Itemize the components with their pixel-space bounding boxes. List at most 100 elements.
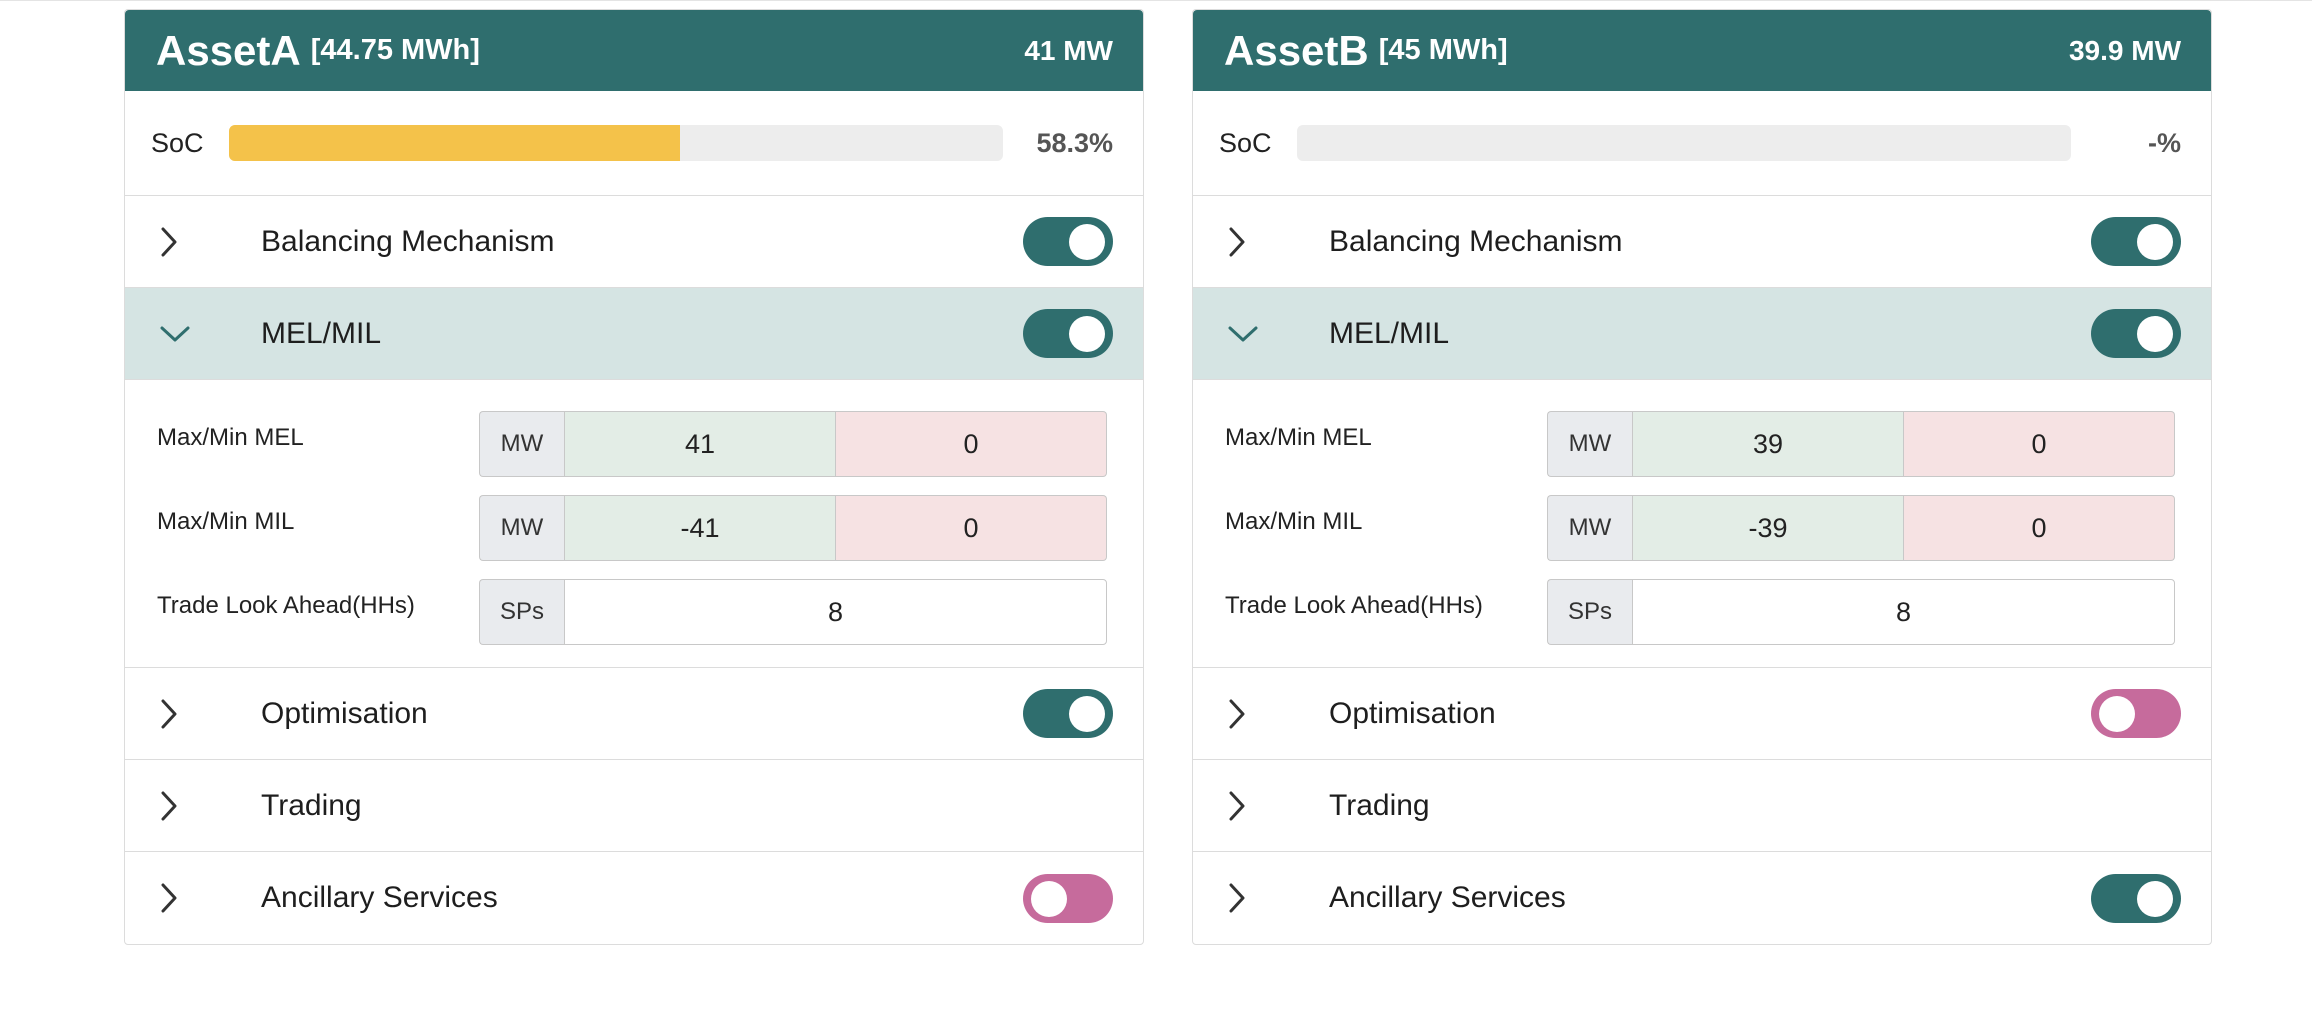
field-row-mel: Max/Min MEL MW 39 0: [1225, 411, 2179, 477]
section-trading[interactable]: Trading: [1193, 760, 2211, 852]
soc-value: -%: [2148, 127, 2181, 158]
chevron-right-icon: [159, 878, 211, 918]
trade-look-ahead-input[interactable]: 8: [564, 579, 1107, 645]
optimisation-toggle[interactable]: [2091, 689, 2181, 738]
toggle-knob: [2137, 224, 2173, 260]
optimisation-toggle[interactable]: [1023, 689, 1113, 738]
max-mel-input[interactable]: 41: [564, 411, 836, 477]
min-mel-input[interactable]: 0: [836, 411, 1107, 477]
balancing-mechanism-toggle[interactable]: [1023, 217, 1113, 266]
asset-card-a: AssetA [44.75 MWh] 41 MW SoC 58.3% Balan…: [124, 9, 1144, 945]
field-label: Max/Min MIL: [157, 508, 295, 535]
mel-mil-toggle[interactable]: [2091, 309, 2181, 358]
toggle-knob: [1069, 696, 1105, 732]
unit-addon: SPs: [1547, 579, 1632, 645]
section-label: MEL/MIL: [1329, 316, 1450, 350]
field-label: Trade Look Ahead(HHs): [157, 592, 415, 619]
unit-addon: MW: [479, 495, 564, 561]
section-label: Optimisation: [261, 696, 428, 730]
mel-mil-toggle[interactable]: [1023, 309, 1113, 358]
min-mil-input[interactable]: 0: [1904, 495, 2175, 561]
field-row-mil: Max/Min MIL MW -39 0: [1225, 495, 2179, 561]
section-balancing-mechanism[interactable]: Balancing Mechanism: [125, 196, 1143, 288]
balancing-mechanism-toggle[interactable]: [2091, 217, 2181, 266]
soc-row: SoC -%: [1193, 91, 2211, 196]
soc-progress-bar: [1297, 125, 2071, 161]
soc-row: SoC 58.3%: [125, 91, 1143, 196]
chevron-right-icon: [1227, 222, 1279, 262]
ancillary-services-toggle[interactable]: [2091, 873, 2181, 923]
asset-capacity: [45 MWh]: [1378, 34, 1508, 66]
section-label: Trading: [261, 788, 362, 822]
toggle-knob: [2137, 316, 2173, 352]
soc-progress-fill: [229, 125, 681, 161]
field-label: Max/Min MEL: [1225, 424, 1372, 451]
asset-power: 41 MW: [1024, 34, 1113, 66]
max-mil-input[interactable]: -41: [564, 495, 836, 561]
section-optimisation[interactable]: Optimisation: [125, 668, 1143, 760]
chevron-down-icon: [159, 314, 211, 354]
unit-addon: MW: [479, 411, 564, 477]
toggle-knob: [2137, 880, 2173, 917]
field-label: Trade Look Ahead(HHs): [1225, 592, 1483, 619]
toggle-knob: [1069, 224, 1105, 260]
min-mel-input[interactable]: 0: [1904, 411, 2175, 477]
soc-label: SoC: [1219, 127, 1272, 158]
asset-header: AssetA [44.75 MWh] 41 MW: [125, 10, 1143, 91]
section-mel-mil[interactable]: MEL/MIL: [125, 288, 1143, 380]
section-label: Ancillary Services: [261, 881, 498, 914]
asset-power: 39.9 MW: [2068, 34, 2181, 66]
toggle-knob: [1069, 316, 1105, 352]
top-divider: [0, 0, 2312, 1]
lookahead-input-group: SPs 8: [1547, 579, 2175, 645]
section-balancing-mechanism[interactable]: Balancing Mechanism: [1193, 196, 2211, 288]
chevron-right-icon: [1227, 786, 1279, 826]
field-row-lookahead: Trade Look Ahead(HHs) SPs 8: [157, 579, 1111, 645]
field-row-mil: Max/Min MIL MW -41 0: [157, 495, 1111, 561]
soc-label: SoC: [151, 127, 204, 158]
max-mil-input[interactable]: -39: [1632, 495, 1904, 561]
asset-name: AssetB: [1224, 26, 1369, 74]
asset-name: AssetA: [156, 26, 301, 74]
section-trading[interactable]: Trading: [125, 760, 1143, 852]
section-label: Optimisation: [1329, 696, 1496, 730]
toggle-knob: [1031, 880, 1067, 917]
section-optimisation[interactable]: Optimisation: [1193, 668, 2211, 760]
mel-input-group: MW 39 0: [1547, 411, 2175, 477]
section-label: Balancing Mechanism: [261, 224, 555, 258]
asset-capacity: [44.75 MWh]: [310, 34, 480, 66]
soc-value: 58.3%: [1036, 127, 1113, 158]
section-label: Ancillary Services: [1329, 881, 1566, 914]
trade-look-ahead-input[interactable]: 8: [1632, 579, 2175, 645]
section-ancillary-services[interactable]: Ancillary Services: [125, 852, 1143, 944]
section-mel-mil[interactable]: MEL/MIL: [1193, 288, 2211, 380]
section-ancillary-services[interactable]: Ancillary Services: [1193, 852, 2211, 944]
asset-header: AssetB [45 MWh] 39.9 MW: [1193, 10, 2211, 91]
max-mel-input[interactable]: 39: [1632, 411, 1904, 477]
section-label: Trading: [1329, 788, 1430, 822]
field-row-mel: Max/Min MEL MW 41 0: [157, 411, 1111, 477]
field-row-lookahead: Trade Look Ahead(HHs) SPs 8: [1225, 579, 2179, 645]
chevron-right-icon: [1227, 694, 1279, 734]
section-label: MEL/MIL: [261, 316, 382, 350]
unit-addon: MW: [1547, 495, 1632, 561]
lookahead-input-group: SPs 8: [479, 579, 1107, 645]
mel-input-group: MW 41 0: [479, 411, 1107, 477]
section-label: Balancing Mechanism: [1329, 224, 1623, 258]
chevron-right-icon: [1227, 878, 1279, 918]
ancillary-services-toggle[interactable]: [1023, 873, 1113, 923]
soc-progress-bar: [229, 125, 1003, 161]
chevron-down-icon: [1227, 314, 1279, 354]
mil-input-group: MW -39 0: [1547, 495, 2175, 561]
toggle-knob: [2099, 696, 2135, 732]
unit-addon: MW: [1547, 411, 1632, 477]
chevron-right-icon: [159, 786, 211, 826]
unit-addon: SPs: [479, 579, 564, 645]
mel-mil-panel: Max/Min MEL MW 39 0 Max/Min MIL MW -39 0…: [1193, 380, 2211, 668]
chevron-right-icon: [159, 222, 211, 262]
min-mil-input[interactable]: 0: [836, 495, 1107, 561]
field-label: Max/Min MIL: [1225, 508, 1363, 535]
field-label: Max/Min MEL: [157, 424, 304, 451]
mel-mil-panel: Max/Min MEL MW 41 0 Max/Min MIL MW -41 0…: [125, 380, 1143, 668]
mil-input-group: MW -41 0: [479, 495, 1107, 561]
